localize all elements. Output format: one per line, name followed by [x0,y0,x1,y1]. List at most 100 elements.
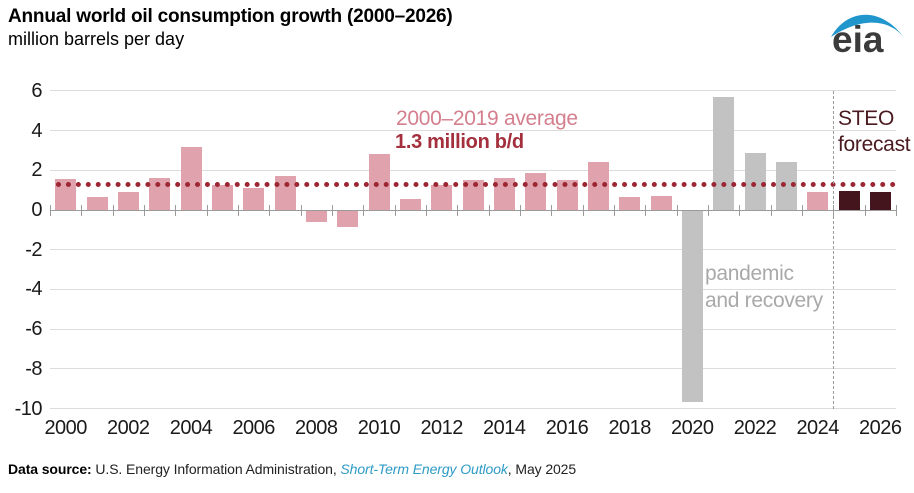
y-tick-label--2: -2 [25,238,42,261]
axis-tick [394,205,396,216]
steo-forecast-annotation-line2: forecast [838,133,911,156]
gridline-y6 [50,90,896,92]
axis-tick [457,205,459,216]
axis-tick [551,205,553,216]
bar-2009 [337,211,359,227]
axis-tick [426,205,427,216]
x-tick-label-2014: 2014 [483,417,526,439]
bar-2006 [243,188,265,210]
chart-units-subtitle: million barrels per day [8,29,185,49]
axis-tick [112,205,114,216]
bar-2004 [180,146,202,210]
axis-tick [614,205,615,216]
eia-logo: eia [826,2,910,62]
data-source-label: Data source: [8,461,92,477]
axis-tick [488,205,490,216]
y-tick-label-2: 2 [31,159,42,182]
x-tick-label-2012: 2012 [420,417,463,439]
y-tick-label--4: -4 [25,278,42,301]
average-reference-dotted-line [56,181,896,187]
x-tick-label-2008: 2008 [295,417,338,439]
pandemic-annotation: pandemic and recovery [705,260,823,314]
x-tick-label-2000: 2000 [44,417,87,439]
axis-tick [770,205,772,216]
x-tick-label-2024: 2024 [796,417,839,439]
data-source-text: U.S. Energy Information Administration, [91,461,341,477]
x-axis-zero-line [50,209,896,211]
y-tick-label--10: -10 [14,397,43,420]
axis-tick [896,205,897,216]
bar-2016 [556,180,578,210]
gridline-y-4 [50,288,896,290]
x-tick-label-2022: 2022 [733,417,777,439]
bar-2012 [431,185,453,210]
axis-tick [81,205,83,216]
pandemic-annotation-line1: pandemic [705,262,794,285]
bar-2013 [462,180,484,210]
bar-2015 [525,173,547,210]
gridline-y-8 [50,368,896,370]
x-tick-label-2018: 2018 [608,417,651,439]
axis-tick [864,205,866,216]
bar-2025 [838,191,860,210]
bar-2011 [399,199,421,210]
average-annotation-line2: 1.3 million b/d [395,131,524,153]
gridline-y2 [50,169,896,171]
x-tick-label-2016: 2016 [545,417,589,439]
gridline-y4 [50,130,896,132]
pandemic-annotation-line2: and recovery [705,289,823,312]
y-tick-label--6: -6 [25,318,42,341]
eia-logo-text: eia [832,19,884,60]
bar-2001 [86,197,108,210]
bar-2000 [55,179,77,210]
y-tick-label-6: 6 [31,79,42,102]
axis-tick [708,205,709,216]
bar-2021 [713,96,735,210]
bar-2020 [681,211,703,402]
bar-2024 [807,192,829,210]
x-tick-label-2026: 2026 [859,417,902,439]
y-tick-label--8: -8 [25,357,42,380]
axis-tick [645,205,647,216]
axis-tick [50,205,51,216]
x-tick-label-2006: 2006 [232,417,275,439]
bar-2019 [650,196,672,210]
axis-tick [802,205,803,216]
axis-tick [363,205,365,216]
x-tick-label-2004: 2004 [169,417,213,439]
axis-tick [206,205,208,216]
forecast-divider-dashed-line [833,91,835,409]
gridline-y-6 [50,328,896,330]
axis-tick [300,205,302,216]
y-tick-label-0: 0 [31,199,42,221]
axis-tick [520,205,521,216]
steo-forecast-annotation-line1: STEO [838,107,894,130]
gridline-y-10 [50,408,896,409]
axis-tick [582,205,584,216]
y-tick-label-4: 4 [31,119,42,142]
axis-tick [238,205,239,216]
data-source-footer: Data source: U.S. Energy Information Adm… [8,461,576,477]
axis-tick [269,205,271,216]
chart-title: Annual world oil consumption growth (200… [8,6,453,27]
steo-forecast-annotation: STEO forecast [838,106,911,158]
axis-tick [332,205,333,216]
bar-2002 [117,192,139,210]
axis-tick [175,205,177,216]
bar-2018 [619,197,641,210]
x-tick-label-2002: 2002 [107,417,150,439]
bar-2008 [305,211,327,222]
x-tick-label-2020: 2020 [671,417,714,439]
average-annotation-line1: 2000–2019 average [396,107,578,130]
data-source-date: , May 2025 [507,461,577,477]
axis-tick [676,205,678,216]
axis-tick [144,205,145,216]
x-tick-label-2010: 2010 [357,417,401,439]
bar-2026 [869,192,891,210]
steo-report-link[interactable]: Short-Term Energy Outlook [340,461,508,477]
bar-2005 [211,185,233,210]
eia-logo-swoosh-icon [831,14,905,39]
axis-tick [739,205,741,216]
gridline-y-2 [50,249,896,251]
